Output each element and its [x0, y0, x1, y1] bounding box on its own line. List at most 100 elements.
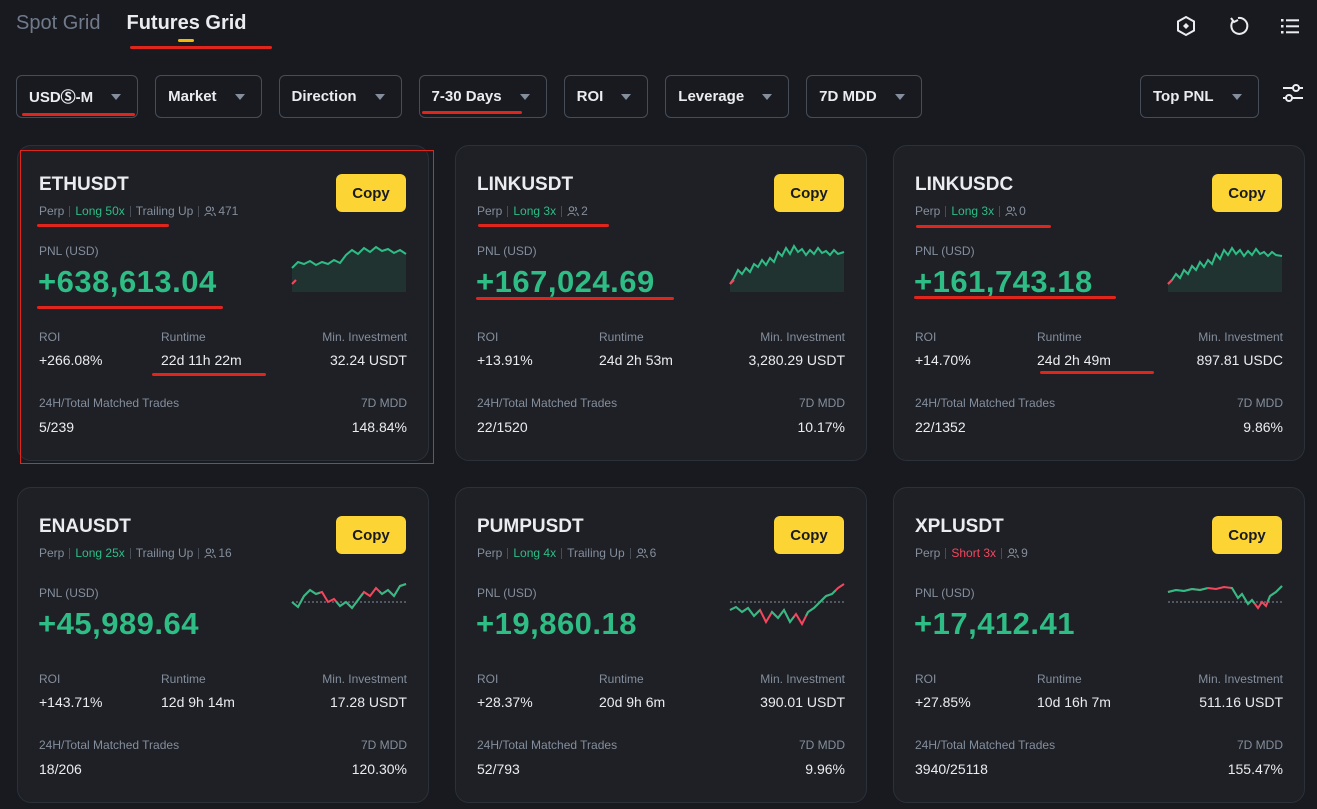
- strategy-card[interactable]: LINKUSDC Perp Long 3x 0 Copy PNL (USD) +161,74…: [893, 145, 1305, 461]
- strategy-tags: Perp Short 3x 9: [915, 546, 1028, 560]
- copy-button[interactable]: Copy: [336, 174, 406, 212]
- min-investment-value: 511.16 USDT: [1199, 694, 1283, 710]
- matched-trades-value: 18/206: [39, 761, 82, 777]
- min-investment-label: Min. Investment: [322, 330, 407, 344]
- mdd-label: 7D MDD: [1236, 738, 1283, 752]
- mdd-label: 7D MDD: [798, 396, 845, 410]
- filter-label: Direction: [291, 88, 357, 105]
- tab-spot-grid[interactable]: Spot Grid: [16, 12, 101, 34]
- strategy-hexagon-icon[interactable]: [1173, 13, 1199, 39]
- filter-7d-mdd[interactable]: 7D MDD: [806, 75, 922, 118]
- tab-futures-grid[interactable]: Futures Grid: [126, 12, 247, 42]
- mdd-value: 9.86%: [1243, 419, 1283, 435]
- copiers-count: 471: [204, 204, 238, 218]
- copy-button[interactable]: Copy: [1212, 174, 1282, 212]
- pnl-label: PNL (USD): [477, 586, 537, 600]
- users-icon: [204, 547, 217, 558]
- roi-value: +14.70%: [915, 352, 971, 368]
- filter-leverage[interactable]: Leverage: [665, 75, 790, 118]
- copiers-count: 2: [567, 204, 588, 218]
- roi-label: ROI: [915, 672, 937, 686]
- annotation-box: [20, 150, 434, 464]
- strategy-tags: Perp Long 3x 2: [477, 204, 588, 218]
- runtime-label: Runtime: [1037, 330, 1082, 344]
- filter-label: USDⓈ-M: [29, 89, 94, 106]
- users-icon: [635, 547, 648, 558]
- pnl-sparkline: [729, 244, 845, 292]
- tag-divider: [945, 547, 947, 559]
- mdd-label: 7D MDD: [360, 738, 407, 752]
- list-menu-icon[interactable]: [1277, 13, 1303, 39]
- copiers-value: 0: [1019, 204, 1026, 218]
- pnl-label: PNL (USD): [39, 244, 99, 258]
- tag-divider: [69, 547, 71, 559]
- runtime-label: Runtime: [599, 672, 644, 686]
- copy-button[interactable]: Copy: [774, 516, 844, 554]
- symbol-name: LINKUSDT: [477, 174, 574, 195]
- roi-label: ROI: [39, 330, 61, 344]
- pnl-value: +45,989.64: [38, 606, 200, 641]
- symbol-name: XPLUSDT: [915, 516, 1004, 537]
- annotation-underline: [1040, 371, 1154, 374]
- runtime-label: Runtime: [161, 672, 206, 686]
- refresh-icon[interactable]: [1225, 13, 1251, 39]
- filter-direction[interactable]: Direction: [278, 75, 402, 118]
- caret-down-icon: [762, 93, 773, 100]
- roi-label: ROI: [477, 330, 499, 344]
- filter-duration[interactable]: 7-30 Days: [418, 75, 547, 118]
- filter-settings-icon[interactable]: [1280, 80, 1306, 106]
- copiers-value: 2: [581, 204, 588, 218]
- sort-dropdown[interactable]: Top PNL: [1140, 75, 1259, 118]
- filter-label: Leverage: [678, 88, 745, 105]
- strategy-card[interactable]: XPLUSDT Perp Short 3x 9 Copy PNL (USD) +17,412…: [893, 487, 1305, 803]
- filter-margin-type[interactable]: USDⓈ-M: [16, 75, 139, 118]
- pnl-value: +638,613.04: [38, 264, 217, 299]
- annotation-underline: [422, 111, 522, 114]
- runtime-value: 24d 2h 53m: [599, 352, 673, 368]
- copiers-count: 6: [635, 546, 656, 560]
- tag-divider: [507, 547, 509, 559]
- tag-divider: [561, 547, 563, 559]
- pnl-label: PNL (USD): [39, 586, 99, 600]
- matched-trades-value: 22/1352: [915, 419, 966, 435]
- symbol-name: ENAUSDT: [39, 516, 131, 537]
- mdd-label: 7D MDD: [1236, 396, 1283, 410]
- annotation-underline: [152, 373, 266, 376]
- strategy-tags: Perp Long 4x Trailing Up 6: [477, 546, 656, 560]
- annotation-underline: [914, 296, 1116, 299]
- copy-button[interactable]: Copy: [1212, 516, 1282, 554]
- active-tab-indicator: [178, 39, 195, 42]
- mdd-value: 148.84%: [351, 419, 407, 435]
- filter-label: 7D MDD: [819, 88, 877, 105]
- contract-type: Perp: [915, 204, 941, 218]
- strategy-tags: Perp Long 25x Trailing Up 16: [39, 546, 232, 560]
- pnl-sparkline: [729, 583, 845, 627]
- users-icon: [567, 205, 579, 216]
- filter-market[interactable]: Market: [155, 75, 262, 118]
- caret-down-icon: [234, 93, 245, 100]
- runtime-value: 12d 9h 14m: [161, 694, 235, 710]
- copy-button[interactable]: Copy: [774, 174, 844, 212]
- strategy-card[interactable]: LINKUSDT Perp Long 3x 2 Copy PNL (USD) +167,02…: [455, 145, 867, 461]
- mdd-value: 120.30%: [351, 761, 407, 777]
- trailing-tag: Trailing Up: [135, 204, 194, 218]
- annotation-underline: [22, 113, 135, 116]
- pnl-sparkline: [291, 245, 407, 292]
- copy-button[interactable]: Copy: [336, 516, 406, 554]
- roi-value: +13.91%: [477, 352, 533, 368]
- caret-down-icon: [621, 93, 632, 100]
- strategy-card[interactable]: PUMPUSDT Perp Long 4x Trailing Up 6 Copy PNL (…: [455, 487, 867, 803]
- filter-roi[interactable]: ROI: [563, 75, 649, 118]
- min-investment-label: Min. Investment: [1198, 330, 1283, 344]
- strategy-card[interactable]: ETHUSDT Perp Long 50x Trailing Up 471 Copy PNL…: [17, 145, 429, 461]
- matched-trades-value: 5/239: [39, 419, 75, 435]
- matched-trades-value: 52/793: [477, 761, 520, 777]
- pnl-value: +19,860.18: [476, 606, 638, 641]
- matched-trades-label: 24H/Total Matched Trades: [477, 396, 618, 410]
- pnl-label: PNL (USD): [915, 586, 975, 600]
- annotation-underline: [130, 46, 272, 49]
- tag-divider: [1001, 547, 1003, 559]
- strategy-card[interactable]: ENAUSDT Perp Long 25x Trailing Up 16 Copy PNL …: [17, 487, 429, 803]
- matched-trades-label: 24H/Total Matched Trades: [39, 396, 180, 410]
- copiers-count: 16: [204, 546, 232, 560]
